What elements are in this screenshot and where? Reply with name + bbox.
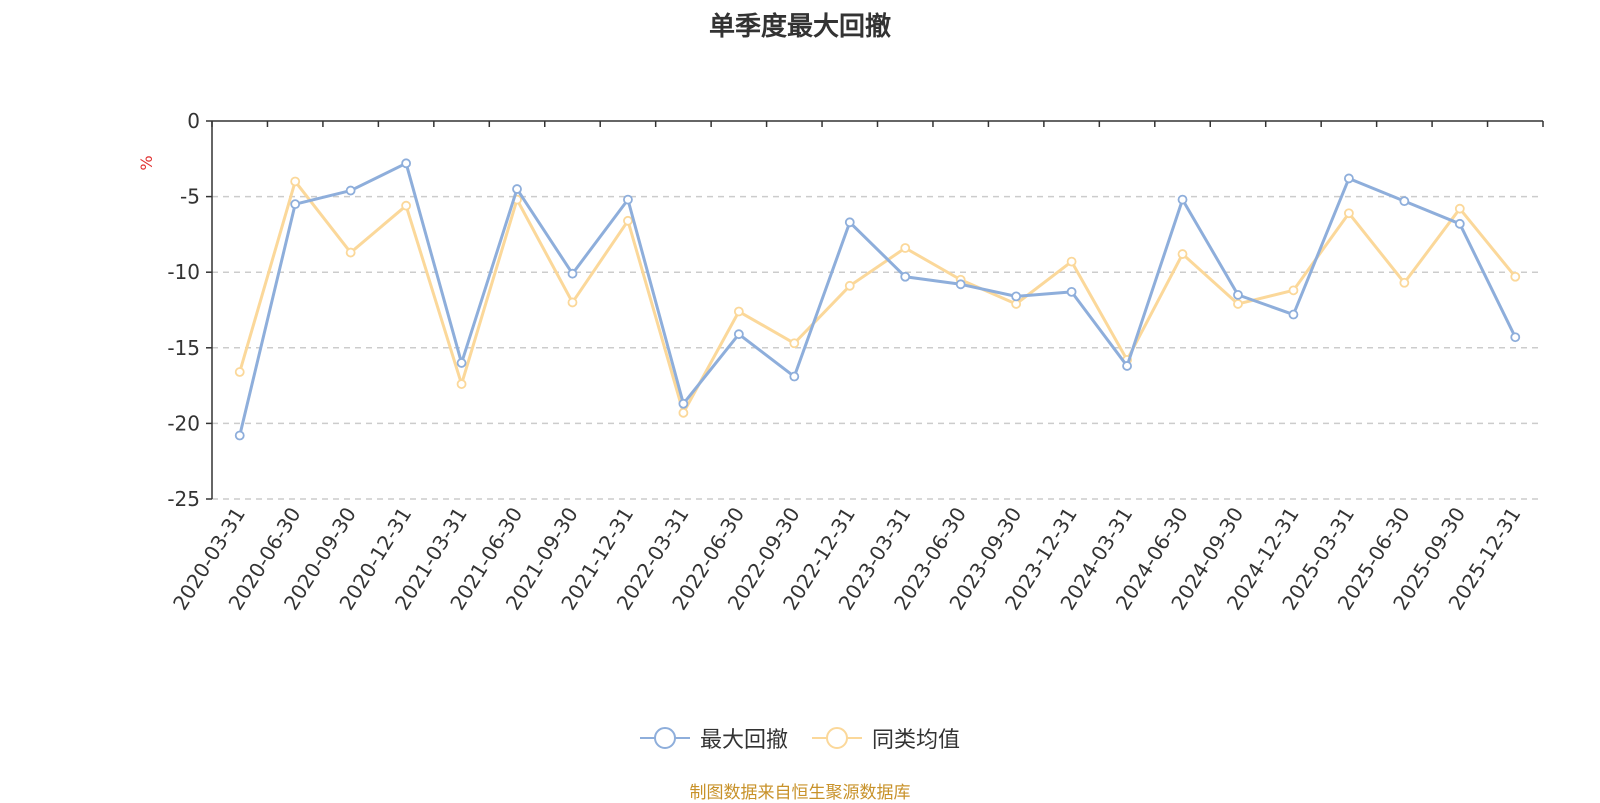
y-tick-label: -15: [167, 336, 200, 360]
y-tick-label: -20: [167, 411, 200, 435]
chart-title: 单季度最大回撤: [708, 12, 891, 42]
data-point[interactable]: [1510, 332, 1521, 343]
data-point[interactable]: [789, 371, 800, 382]
data-point[interactable]: [1122, 361, 1132, 371]
data-point[interactable]: [1454, 203, 1465, 214]
data-point[interactable]: [512, 184, 522, 194]
data-point[interactable]: [789, 338, 800, 349]
data-point[interactable]: [733, 306, 744, 317]
data-point[interactable]: [1288, 285, 1299, 296]
data-point[interactable]: [1011, 291, 1022, 302]
data-point[interactable]: [567, 268, 578, 279]
data-point[interactable]: [900, 271, 911, 282]
data-point[interactable]: [345, 185, 356, 196]
data-point[interactable]: [345, 247, 356, 258]
legend-item-1[interactable]: 同类均值: [812, 722, 960, 754]
legend: 最大回撤 同类均值: [0, 722, 1600, 754]
data-point[interactable]: [290, 176, 301, 187]
data-point[interactable]: [456, 358, 467, 368]
data-point[interactable]: [567, 297, 578, 308]
data-point[interactable]: [290, 199, 301, 210]
data-point[interactable]: [1343, 173, 1354, 184]
data-point[interactable]: [1177, 249, 1188, 259]
data-point[interactable]: [1288, 309, 1299, 320]
y-axis-label: %: [137, 155, 156, 170]
data-point[interactable]: [1066, 256, 1077, 267]
data-point[interactable]: [623, 194, 633, 205]
y-tick-label: -5: [180, 185, 200, 209]
legend-label: 最大回撤: [699, 728, 788, 753]
data-point[interactable]: [844, 280, 855, 291]
series-line-1: [238, 179, 1517, 415]
data-point[interactable]: [844, 217, 855, 228]
data-point[interactable]: [401, 158, 412, 169]
data-point[interactable]: [678, 398, 689, 409]
data-point[interactable]: [1177, 194, 1188, 205]
data-point[interactable]: [1233, 289, 1243, 300]
data-point[interactable]: [1343, 208, 1354, 219]
data-point[interactable]: [1399, 277, 1410, 288]
data-point[interactable]: [900, 243, 911, 253]
data-point[interactable]: [401, 200, 412, 211]
source-note: 制图数据来自恒生聚源数据库: [689, 783, 911, 803]
series-line-0: [238, 161, 1517, 436]
data-point[interactable]: [1510, 271, 1521, 282]
legend-label: 同类均值: [872, 728, 961, 753]
axis-layer: 0-5-10-15-20-252020-03-312020-06-302020-…: [167, 109, 1544, 614]
data-point[interactable]: [1399, 196, 1410, 207]
data-point[interactable]: [456, 379, 467, 389]
data-point[interactable]: [234, 430, 245, 441]
grid-layer: [212, 195, 1543, 500]
y-tick-label: -25: [167, 487, 200, 511]
legend-item-0[interactable]: 最大回撤: [639, 722, 788, 754]
data-point[interactable]: [1454, 218, 1465, 229]
data-point[interactable]: [1066, 286, 1077, 297]
data-point[interactable]: [733, 329, 744, 340]
legend-marker-icon: [812, 727, 862, 749]
data-point[interactable]: [623, 215, 633, 226]
data-point[interactable]: [234, 367, 245, 377]
data-point[interactable]: [1233, 299, 1243, 309]
legend-marker-icon: [639, 727, 690, 749]
y-tick-label: -10: [167, 260, 200, 284]
y-tick-label: 0: [187, 109, 200, 133]
data-point[interactable]: [955, 279, 966, 290]
series-layer: [234, 158, 1521, 441]
data-point[interactable]: [678, 407, 689, 418]
